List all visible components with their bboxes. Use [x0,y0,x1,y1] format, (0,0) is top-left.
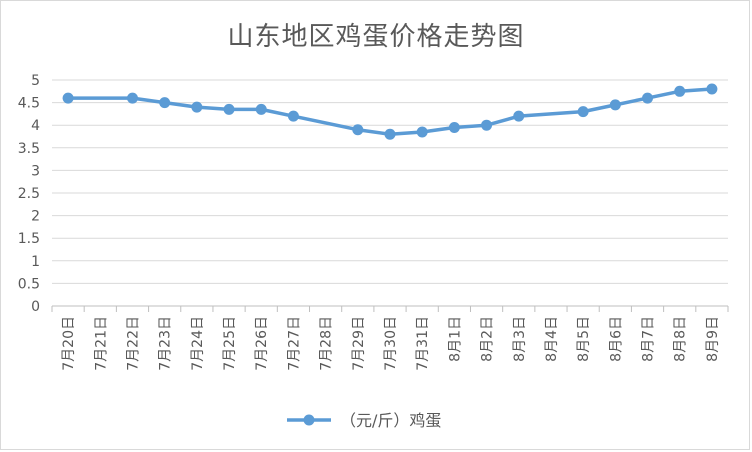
x-tick-label: 8月4日 [544,316,560,362]
data-point [62,92,74,104]
x-tick-label: 8月8日 [673,316,689,362]
y-tick-label: 3.5 [18,141,40,157]
x-tick-label: 8月1日 [447,316,463,362]
gridlines [52,79,728,307]
data-point [513,110,525,122]
data-point [191,101,203,113]
y-tick-label: 0 [31,299,40,315]
legend-label: （元/斤）鸡蛋 [340,411,441,430]
data-point [287,110,299,122]
data-point [674,85,686,97]
x-tick-label: 7月24日 [190,316,206,371]
x-tick-label: 7月26日 [254,316,270,371]
y-tick-label: 2 [31,209,40,225]
data-point [609,99,621,111]
y-tick-label: 1.5 [18,231,40,247]
data-point [352,124,364,136]
x-tick-label: 8月6日 [608,316,624,362]
data-point [126,92,138,104]
x-tick-label: 8月3日 [512,316,528,362]
x-tick-label: 7月28日 [319,316,335,371]
data-point [706,83,718,95]
x-tick-label: 7月21日 [93,316,109,371]
x-axis: 7月20日 7月21日 7月22日 7月23日 7月24日 7月25日 7月26日 7月27日… [51,306,729,371]
x-tick-label: 7月20日 [61,316,77,371]
y-tick-label: 1 [31,254,40,270]
y-tick-label: 5 [31,73,40,89]
data-point [448,121,460,133]
x-tick-label: 8月2日 [480,316,496,362]
x-tick-label: 7月29日 [351,316,367,371]
y-axis-ticks: 0 0.5 1 1.5 2 2.5 3 3.5 4 4.5 5 [18,73,40,315]
y-tick-label: 4 [31,118,40,134]
x-tick-label: 7月30日 [383,316,399,371]
data-point [384,128,396,140]
data-point [481,119,493,131]
legend-dot-marker [303,414,315,426]
series-line [66,87,714,136]
y-tick-label: 4.5 [18,96,40,112]
x-tick-label: 7月27日 [286,316,302,371]
data-point [416,126,428,138]
legend: （元/斤）鸡蛋 [287,411,441,430]
x-tick-label: 8月5日 [576,316,592,362]
series-layer [62,83,718,140]
x-tick-label: 7月23日 [158,316,174,371]
y-tick-label: 2.5 [18,186,40,202]
data-point [223,103,235,115]
x-tick-label: 8月9日 [705,316,721,362]
x-tick-label: 7月25日 [222,316,238,371]
y-tick-label: 0.5 [18,276,40,292]
chart-title: 山东地区鸡蛋价格走势图 [227,22,525,52]
y-tick-label: 3 [31,163,40,179]
data-point [577,106,589,118]
data-point [159,97,171,109]
x-tick-label: 7月31日 [415,316,431,371]
data-point [642,92,654,104]
data-point [255,103,267,115]
x-tick-label: 7月22日 [125,316,141,371]
x-tick-label: 8月7日 [641,316,657,362]
